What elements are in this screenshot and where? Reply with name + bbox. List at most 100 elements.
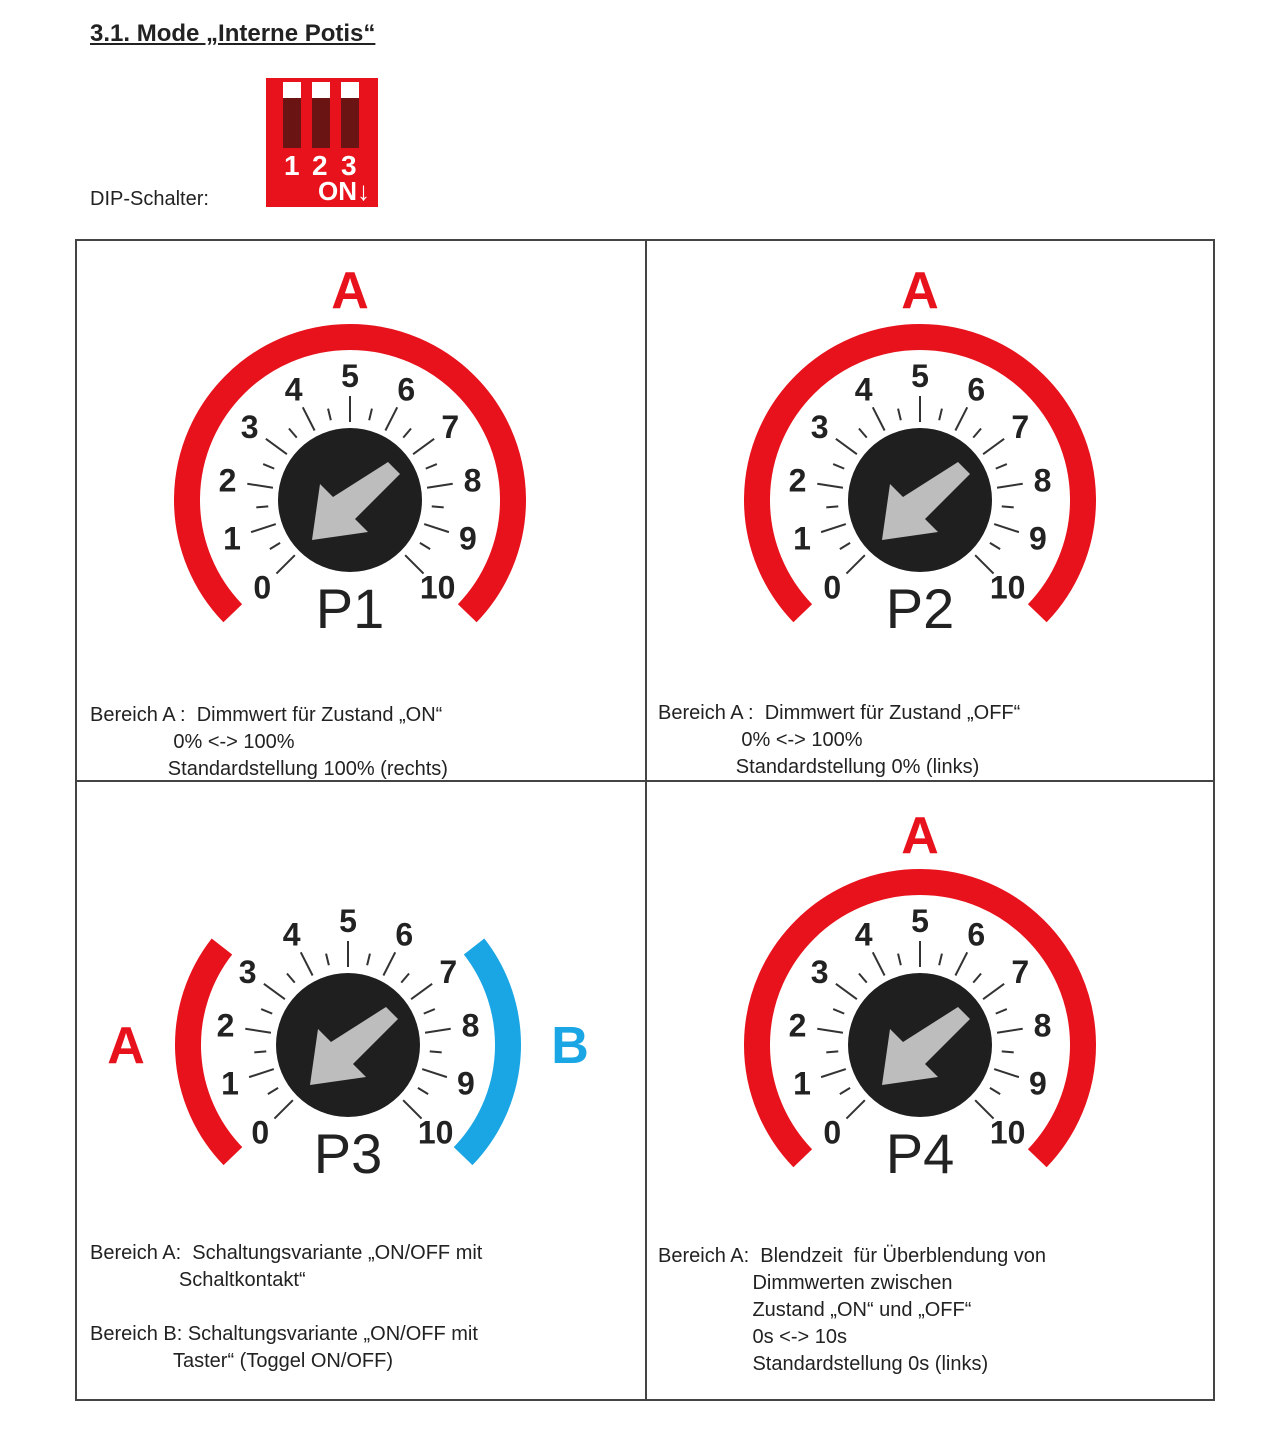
scale-label: 5 — [339, 903, 357, 939]
scale-label: 0 — [823, 570, 841, 606]
scale-tick — [989, 1086, 1001, 1095]
scale-label: 3 — [239, 954, 257, 990]
scale-tick — [262, 463, 275, 470]
description-line: Bereich A: Blendzeit für Überblendung vo… — [658, 1245, 1047, 1267]
scale-tick — [431, 505, 444, 509]
dip-number: 2 — [312, 150, 328, 181]
scale-tick — [871, 951, 886, 976]
scale-tick — [839, 1086, 851, 1095]
scale-tick — [250, 523, 277, 534]
scale-tick — [384, 406, 399, 431]
scale-tick — [410, 983, 433, 1000]
scale-tick — [972, 972, 982, 984]
scale-label: 8 — [1034, 463, 1052, 499]
scale-tick — [288, 427, 298, 439]
scale-label: 5 — [911, 903, 929, 939]
scale-tick — [248, 1068, 275, 1079]
p2-description: Bereich A : Dimmwert für Zustand „OFF“ 0… — [658, 700, 1020, 781]
scale-label: 4 — [855, 372, 873, 408]
scale-label: 5 — [911, 358, 929, 394]
range-label: A — [331, 262, 369, 320]
scale-tick — [263, 983, 286, 1000]
dip-switch-1 — [283, 82, 301, 148]
scale-label: 10 — [990, 570, 1026, 606]
scale-tick — [424, 1027, 451, 1034]
scale-label: 8 — [464, 463, 482, 499]
scale-tick — [327, 408, 332, 421]
dip-switch-3 — [341, 82, 359, 148]
scale-label: 2 — [789, 463, 807, 499]
scale-tick — [845, 554, 866, 575]
range-arc-a — [744, 324, 1096, 623]
scale-tick — [1001, 1050, 1014, 1054]
scale-tick — [366, 953, 371, 966]
scale-tick — [245, 1027, 272, 1034]
range-arc-a — [174, 324, 526, 623]
scale-label: 1 — [793, 520, 811, 556]
scale-label: 3 — [811, 409, 829, 445]
description-line — [90, 1294, 482, 1321]
description-line: Standardstellung 0s (links) — [658, 1353, 989, 1375]
description-line: Taster“ (Toggel ON/OFF) — [90, 1350, 394, 1372]
scale-tick — [974, 1099, 995, 1120]
scale-label: 9 — [459, 520, 477, 556]
section-heading: 3.1. Mode „Interne Potis“ — [90, 20, 376, 47]
description-line: Bereich A: Schaltungsvariante „ON/OFF mi… — [90, 1242, 483, 1264]
poti-name: P3 — [314, 1122, 383, 1185]
scale-tick — [826, 1050, 839, 1054]
dip-switch-2 — [312, 82, 330, 148]
scale-tick — [368, 408, 373, 421]
dip-switch-image: 1 2 3 ON↓ — [266, 78, 378, 207]
scale-label: 10 — [990, 1115, 1026, 1151]
scale-label: 4 — [285, 372, 303, 408]
scale-tick — [247, 482, 274, 489]
dip-switch-label: DIP-Schalter: — [90, 188, 209, 210]
dip-number: 1 — [284, 150, 300, 181]
dip-on-label: ON↓ — [318, 176, 370, 206]
scale-tick — [429, 1050, 442, 1054]
scale-tick — [897, 953, 902, 966]
scale-label: 0 — [823, 1115, 841, 1151]
scale-tick — [993, 523, 1020, 534]
scale-label: 7 — [441, 409, 459, 445]
scale-tick — [412, 438, 435, 455]
scale-tick — [845, 1099, 866, 1120]
arrow-icon — [882, 462, 970, 540]
scale-tick — [982, 438, 1005, 455]
scale-tick — [301, 406, 316, 431]
scale-label: 3 — [811, 954, 829, 990]
scale-label: 4 — [283, 917, 301, 953]
arrow-icon — [312, 462, 400, 540]
scale-label: 2 — [217, 1008, 235, 1044]
p3-description: Bereich A: Schaltungsvariante „ON/OFF mi… — [90, 1240, 482, 1375]
scale-tick — [419, 541, 431, 550]
scale-label: 8 — [462, 1008, 480, 1044]
scale-tick — [972, 427, 982, 439]
scale-label: 9 — [457, 1065, 475, 1101]
p4-description: Bereich A: Blendzeit für Überblendung vo… — [658, 1243, 1046, 1378]
range-label: A — [107, 1017, 145, 1075]
range-label: B — [551, 1017, 589, 1075]
scale-label: 1 — [221, 1065, 239, 1101]
scale-tick — [400, 972, 410, 984]
scale-tick — [265, 438, 288, 455]
range-arc-b — [453, 938, 521, 1166]
arrow-icon — [310, 1007, 398, 1085]
scale-tick — [832, 463, 845, 470]
description-line: Schaltkontakt“ — [90, 1269, 306, 1291]
scale-tick — [858, 427, 868, 439]
scale-label: 10 — [418, 1115, 454, 1151]
scale-tick — [871, 406, 886, 431]
scale-tick — [835, 438, 858, 455]
scale-tick — [996, 482, 1023, 489]
scale-tick — [982, 983, 1005, 1000]
scale-tick — [382, 951, 397, 976]
scale-tick — [423, 523, 450, 534]
description-line: 0% <-> 100% — [90, 731, 295, 753]
scale-tick — [254, 1050, 267, 1054]
scale-label: 6 — [395, 917, 413, 953]
scale-tick — [402, 427, 412, 439]
scale-label: 0 — [251, 1115, 269, 1151]
scale-tick — [260, 1008, 273, 1015]
